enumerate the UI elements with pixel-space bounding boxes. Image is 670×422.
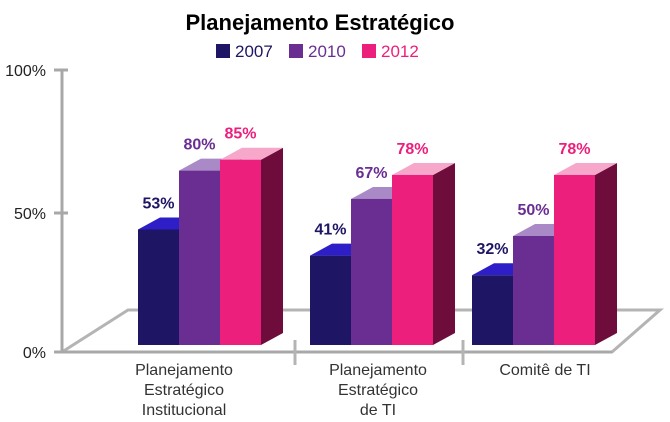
legend-swatch-2010 — [289, 44, 303, 58]
legend: 2007 2010 2012 — [216, 42, 419, 61]
category-label-1: Institucional — [142, 402, 227, 419]
bar-front-face — [554, 174, 595, 345]
data-label-2012-2: 78% — [396, 141, 428, 158]
bars — [138, 147, 617, 345]
legend-swatch-2012 — [362, 44, 376, 58]
legend-label-2010: 2010 — [308, 42, 346, 61]
bar-top-face — [220, 147, 283, 160]
legend-label-2007: 2007 — [235, 42, 273, 61]
category-label-1: Planejamento — [135, 362, 233, 379]
bar-top-face — [554, 162, 617, 175]
category-label-1: Estratégico — [144, 382, 224, 399]
data-label-2010-1: 80% — [183, 137, 215, 154]
chart-title: Planejamento Estratégico — [186, 10, 455, 35]
category-label-2: Planejamento — [329, 362, 427, 379]
bar-2012-2 — [392, 162, 455, 345]
bar-front-face — [179, 170, 220, 345]
data-label-2012-1: 85% — [224, 126, 256, 143]
y-tick-label: 100% — [5, 63, 46, 80]
bar-front-face — [138, 229, 179, 345]
y-tick-label: 50% — [14, 206, 46, 223]
bar-front-face — [220, 159, 261, 345]
bar-2012-1 — [220, 147, 283, 345]
data-label-2010-3: 50% — [517, 202, 549, 219]
data-label-2012-3: 78% — [558, 141, 590, 158]
bar-2012-3 — [554, 162, 617, 345]
y-tick-label: 0% — [23, 345, 46, 362]
bar-front-face — [392, 174, 433, 345]
bar-front-face — [472, 275, 513, 345]
category-labels: Planejamento Estratégico Institucional Plan… — [135, 362, 591, 419]
data-label-2010-2: 67% — [355, 165, 387, 182]
bar-side-face — [595, 162, 617, 345]
bar-front-face — [351, 198, 392, 345]
category-label-2: de TI — [360, 402, 396, 419]
legend-swatch-2007 — [216, 44, 230, 58]
bar-front-face — [310, 255, 351, 345]
legend-label-2012: 2012 — [381, 42, 419, 61]
data-label-2007-1: 53% — [142, 195, 174, 212]
category-label-3: Comitê de TI — [499, 362, 590, 379]
bar-side-face — [261, 147, 283, 345]
y-axis: 0% 50% 100% — [5, 63, 465, 365]
category-label-2: Estratégico — [338, 382, 418, 399]
bar-front-face — [513, 236, 554, 345]
bar-top-face — [392, 162, 455, 175]
data-label-2007-2: 41% — [314, 222, 346, 239]
data-labels: 53% 80% 85% 41% 67% 78% 32% 50% 78% — [142, 126, 590, 259]
data-label-2007-3: 32% — [476, 241, 508, 258]
bar-side-face — [433, 162, 455, 345]
